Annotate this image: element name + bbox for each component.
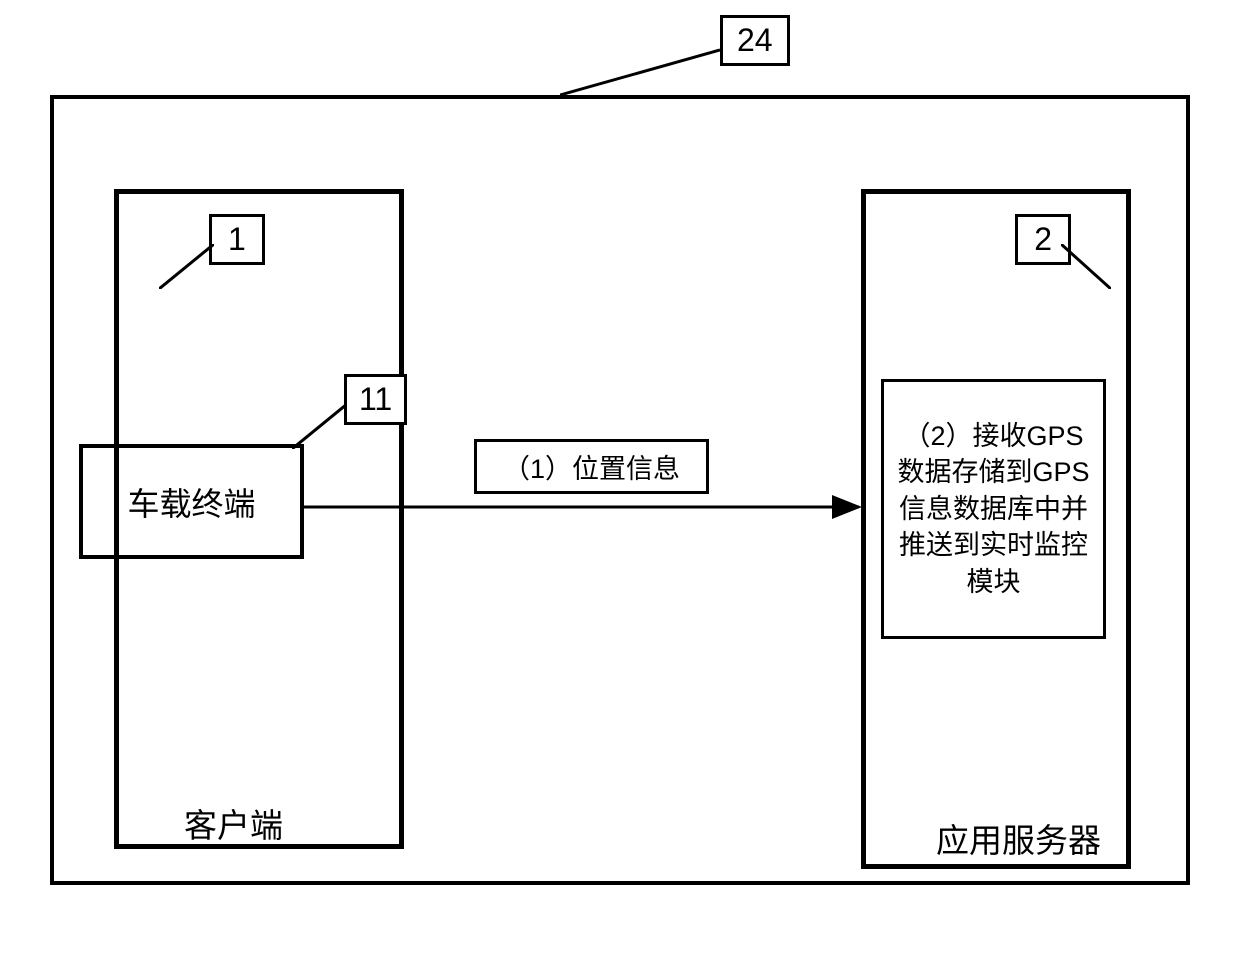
terminal-box: 车载终端 — [79, 444, 304, 559]
leader-line-24 — [560, 45, 720, 95]
leader-line-1 — [159, 244, 214, 289]
arrow-label-text: （1）位置信息 — [503, 447, 680, 486]
terminal-text: 车载终端 — [127, 479, 255, 525]
reference-label-1: 1 — [209, 214, 265, 265]
reference-label-11: 11 — [344, 374, 407, 425]
leader-line-2 — [1061, 244, 1111, 289]
diagram-outer-container: 1 车载终端 11 客户端 2 （2）接收GPS数据存储到GPS信息数据库中并推… — [50, 95, 1190, 885]
server-inner-text: （2）接收GPS数据存储到GPS信息数据库中并推送到实时监控模块 — [894, 418, 1093, 600]
leader-line-11 — [292, 404, 347, 449]
server-label: 应用服务器 — [936, 814, 1101, 862]
reference-label-24: 24 — [720, 15, 790, 66]
arrow-client-to-server — [304, 494, 869, 524]
client-label: 客户端 — [184, 799, 283, 847]
arrow-label-box: （1）位置信息 — [474, 439, 709, 494]
server-inner-box: （2）接收GPS数据存储到GPS信息数据库中并推送到实时监控模块 — [881, 379, 1106, 639]
